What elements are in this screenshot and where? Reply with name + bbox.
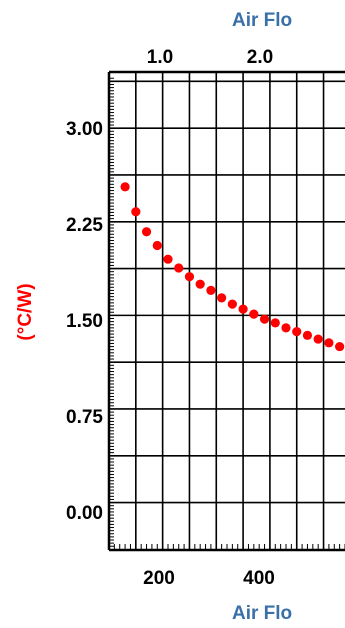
y-tick-label-3: 2.25 xyxy=(66,215,103,236)
data-point xyxy=(281,323,291,333)
top-axis-tick-label-2: 2.0 xyxy=(247,47,273,68)
data-point xyxy=(292,326,302,337)
data-point xyxy=(206,285,216,296)
y-axis-title: (°C/W) xyxy=(15,283,36,340)
y-tick-label-4: 3.00 xyxy=(66,119,103,140)
data-point xyxy=(335,341,345,352)
y-tick-label-2: 1.50 xyxy=(66,311,103,332)
data-point xyxy=(131,207,141,217)
data-point xyxy=(259,314,270,324)
x-tick-label-400: 400 xyxy=(243,568,275,589)
data-point xyxy=(217,293,227,303)
data-point xyxy=(141,227,152,237)
top-axis-tick-label-1: 1.0 xyxy=(147,47,173,68)
data-point xyxy=(184,272,195,282)
bottom-axis-title: Air Flo xyxy=(232,603,292,624)
data-point xyxy=(324,338,334,348)
axes xyxy=(107,70,345,552)
x-tick-label-200: 200 xyxy=(143,568,175,589)
data-point xyxy=(227,299,237,309)
data-point xyxy=(163,254,173,264)
data-points xyxy=(120,182,345,352)
data-point xyxy=(270,318,280,328)
minor-ticks xyxy=(109,77,345,550)
data-point xyxy=(174,263,184,273)
grid xyxy=(109,72,345,550)
data-point xyxy=(238,304,248,314)
data-point xyxy=(313,334,323,344)
data-point xyxy=(302,330,313,340)
data-point xyxy=(152,240,162,251)
data-point xyxy=(120,182,130,192)
y-tick-label-0: 0.00 xyxy=(66,503,103,524)
y-tick-label-1: 0.75 xyxy=(66,407,103,428)
top-axis-title: Air Flo xyxy=(232,10,292,31)
data-point xyxy=(195,279,205,289)
data-point xyxy=(249,309,259,319)
